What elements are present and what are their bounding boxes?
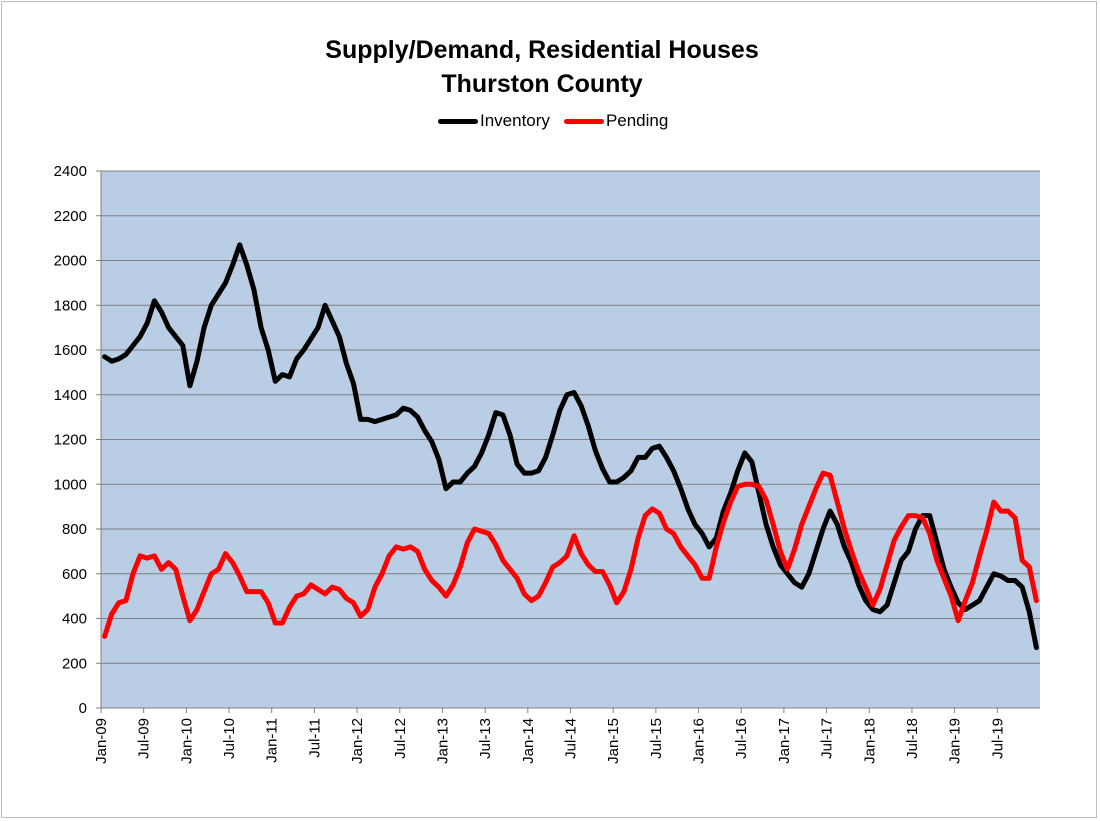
legend-swatch-inventory bbox=[438, 118, 478, 124]
legend-swatch-pending bbox=[563, 118, 604, 124]
y-tick-label: 1000 bbox=[54, 476, 87, 493]
x-tick-label: Jan-11 bbox=[264, 718, 281, 763]
x-axis-ticks: Jan-09 Jul-09 Jan-10 Jul-10 Jan-11 Jul-11 Jan-… bbox=[93, 708, 1006, 764]
x-tick-label: Jan-10 bbox=[178, 718, 195, 764]
y-tick-label: 0 bbox=[79, 700, 87, 717]
legend-label-inventory: Inventory bbox=[480, 111, 550, 130]
y-axis-ticks: 0 200 400 600 800 1000 1200 1400 1600 1800 2000 220… bbox=[54, 163, 101, 717]
y-tick-label: 400 bbox=[62, 611, 87, 628]
x-tick-label: Jan-12 bbox=[349, 718, 366, 764]
x-tick-label: Jul-16 bbox=[733, 718, 750, 759]
x-tick-label: Jul-11 bbox=[306, 718, 323, 758]
series-line-pending bbox=[102, 470, 1039, 639]
x-tick-label: Jan-17 bbox=[776, 718, 793, 764]
x-tick-label: Jul-15 bbox=[648, 718, 665, 759]
x-tick-label: Jul-09 bbox=[136, 718, 153, 759]
x-tick-label: Jul-18 bbox=[904, 718, 921, 759]
legend-label-pending: Pending bbox=[605, 111, 669, 130]
x-tick-label: Jul-12 bbox=[392, 718, 409, 759]
series-lines bbox=[102, 242, 1039, 651]
chart-subtitle: Thurston County bbox=[441, 70, 643, 98]
x-tick-label: Jul-14 bbox=[563, 718, 580, 759]
x-tick-label: Jan-13 bbox=[434, 718, 451, 764]
legend: Inventory Pending bbox=[438, 110, 682, 132]
legend-item-pending: Pending bbox=[563, 111, 669, 131]
chart-title: Supply/Demand, Residential Houses bbox=[325, 36, 759, 64]
y-tick-label: 1800 bbox=[54, 297, 87, 314]
x-tick-label: Jul-10 bbox=[221, 718, 238, 759]
y-tick-label: 1600 bbox=[54, 342, 87, 359]
x-tick-label: Jan-14 bbox=[520, 718, 537, 764]
legend-item-inventory: Inventory bbox=[438, 111, 550, 131]
x-tick-label: Jan-15 bbox=[605, 718, 622, 764]
x-tick-label: Jul-19 bbox=[989, 718, 1006, 759]
y-tick-label: 2200 bbox=[54, 208, 87, 225]
x-tick-label: Jan-16 bbox=[691, 718, 708, 764]
y-tick-label: 1200 bbox=[54, 432, 87, 449]
x-tick-label: Jan-19 bbox=[947, 718, 964, 764]
series-line-inventory bbox=[102, 242, 1039, 651]
y-tick-label: 2000 bbox=[54, 253, 87, 270]
y-tick-label: 200 bbox=[62, 655, 87, 672]
x-tick-label: Jan-09 bbox=[93, 718, 110, 764]
y-tick-label: 2400 bbox=[54, 163, 87, 180]
x-tick-label: Jan-18 bbox=[861, 718, 878, 764]
x-tick-label: Jul-17 bbox=[819, 718, 836, 759]
x-tick-label: Jul-13 bbox=[477, 718, 494, 759]
y-tick-label: 600 bbox=[62, 566, 87, 583]
y-tick-label: 800 bbox=[62, 521, 87, 538]
y-tick-label: 1400 bbox=[54, 387, 87, 404]
